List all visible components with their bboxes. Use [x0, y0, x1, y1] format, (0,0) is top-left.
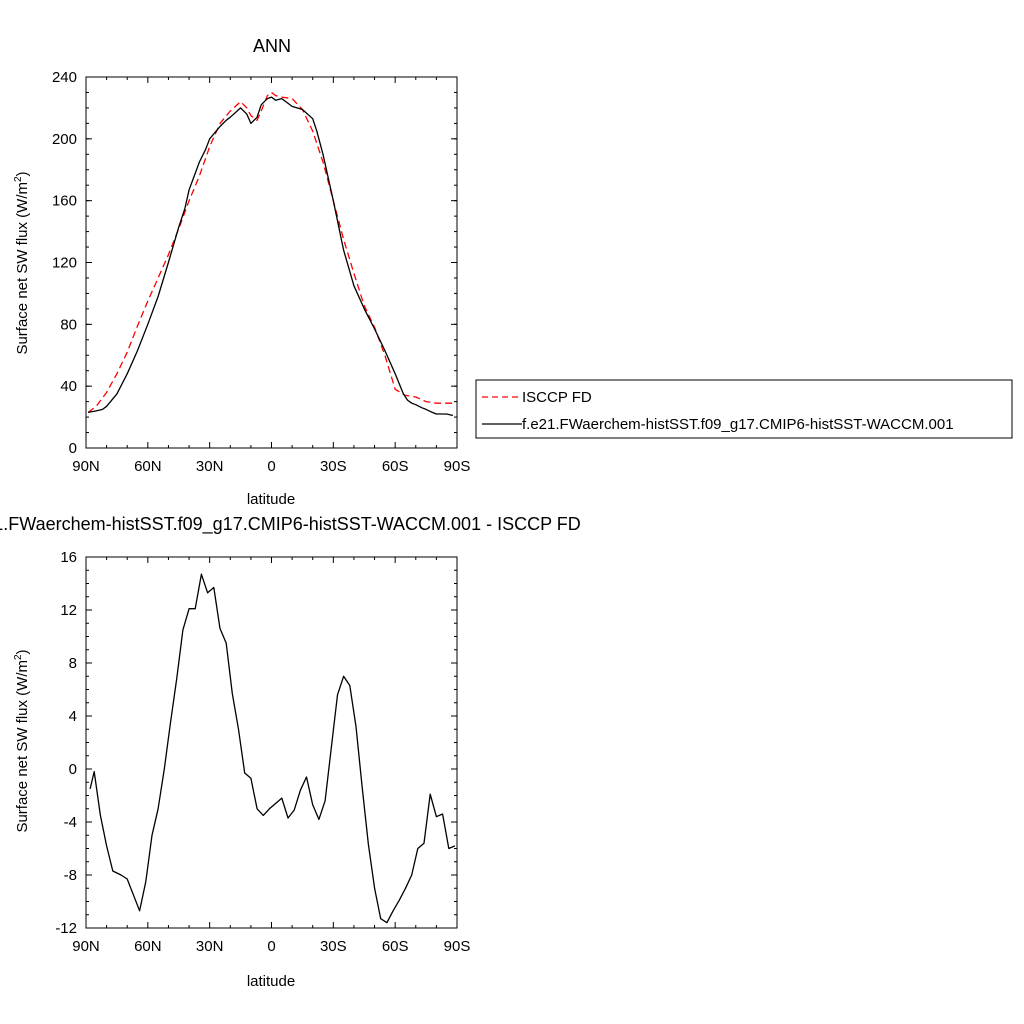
bottom-x-tick-label: 90N [72, 938, 100, 955]
legend-label-model: f.e21.FWaerchem-histSST.f09_g17.CMIP6-hi… [522, 416, 954, 433]
bottom-y-tick-label: 0 [69, 761, 77, 778]
top-y-tick-label: 80 [60, 316, 77, 333]
bottom-plot-frame [85, 556, 458, 929]
top-x-tick-label: 30N [196, 458, 224, 475]
bottom-x-tick-label: 60N [134, 938, 162, 955]
bottom-axis-ticks [85, 556, 458, 929]
bottom-x-tick-label: 0 [267, 938, 275, 955]
bottom-y-tick-label: 16 [60, 549, 77, 566]
top-series-line-1 [87, 96, 454, 417]
top-x-tick-label: 0 [267, 458, 275, 475]
top-x-tick-label: 30S [320, 458, 347, 475]
legend-box [475, 379, 1013, 439]
top-x-tick-label: 60N [134, 458, 162, 475]
top-y-tick-label: 120 [52, 255, 77, 272]
top-x-tick-label: 60S [382, 458, 409, 475]
bottom-x-tick-label: 60S [382, 938, 409, 955]
bottom-x-axis-title: latitude [247, 973, 295, 990]
top-x-tick-label: 90N [72, 458, 100, 475]
top-x-tick-label: 90S [444, 458, 471, 475]
top-panel: ANN 90N 60N 30N 0 30S 60S 90S 0 40 80 120 160 200 24… [13, 36, 470, 508]
top-y-tick-label: 200 [52, 131, 77, 148]
bottom-y-tick-label: -12 [55, 920, 77, 937]
bottom-y-tick-label: 4 [69, 708, 77, 725]
top-y-tick-label: 40 [60, 378, 77, 395]
bottom-panel-title: f.e21.FWaerchem-histSST.f09_g17.CMIP6-hi… [0, 514, 581, 535]
top-x-tick-labels: 90N 60N 30N 0 30S 60S 90S [72, 458, 470, 475]
legend: ISCCP FD f.e21.FWaerchem-histSST.f09_g17… [475, 379, 1013, 439]
top-axis-ticks [85, 76, 458, 449]
top-y-tick-label: 160 [52, 193, 77, 210]
top-series-lines [87, 91, 454, 417]
bottom-x-tick-label: 30N [196, 938, 224, 955]
top-y-tick-label: 0 [69, 440, 77, 457]
legend-label-isccp: ISCCP FD [522, 389, 592, 406]
bottom-y-axis-title: Surface net SW flux (W/m2) [13, 649, 31, 832]
bottom-panel: f.e21.FWaerchem-histSST.f09_g17.CMIP6-hi… [0, 514, 581, 990]
top-y-axis-title: Surface net SW flux (W/m2) [13, 171, 31, 354]
bottom-series-line-0 [89, 573, 456, 924]
bottom-y-tick-label: -4 [64, 814, 77, 831]
top-plot-frame [85, 76, 458, 449]
bottom-y-tick-label: 12 [60, 602, 77, 619]
bottom-y-tick-label: -8 [64, 867, 77, 884]
bottom-x-tick-labels: 90N 60N 30N 0 30S 60S 90S [72, 938, 470, 955]
top-series-line-0 [87, 91, 453, 413]
bottom-x-tick-label: 30S [320, 938, 347, 955]
top-y-tick-label: 240 [52, 69, 77, 86]
top-y-tick-labels: 0 40 80 120 160 200 240 [52, 69, 77, 457]
bottom-y-tick-labels: -12 -8 -4 0 4 8 12 16 [55, 549, 77, 937]
bottom-x-tick-label: 90S [444, 938, 471, 955]
bottom-series-lines [89, 573, 456, 924]
top-panel-title: ANN [253, 36, 291, 56]
bottom-y-tick-label: 8 [69, 655, 77, 672]
top-x-axis-title: latitude [247, 491, 295, 508]
